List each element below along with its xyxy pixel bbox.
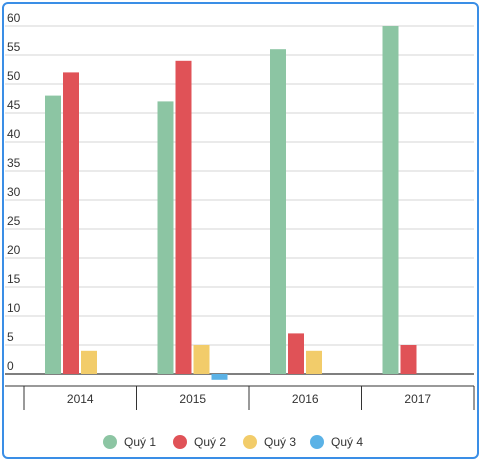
bar-quý-1-2014[interactable] — [45, 95, 61, 374]
legend-label: Quý 3 — [264, 435, 296, 449]
bar-quý-2-2015[interactable] — [175, 60, 192, 375]
y-tick-label: 20 — [7, 243, 21, 257]
legend-label: Quý 4 — [331, 435, 363, 449]
bar-quý-4-2015[interactable] — [211, 374, 228, 380]
y-tick-label: 40 — [7, 127, 21, 141]
y-tick-label: 55 — [7, 40, 21, 54]
legend[interactable]: Quý 1 Quý 2 Quý 3 Quý 4 — [103, 435, 363, 449]
legend-marker — [243, 435, 257, 449]
x-tick-label: 2017 — [404, 392, 431, 406]
y-tick-label: 60 — [7, 11, 21, 25]
y-tick-label: 0 — [7, 359, 14, 373]
y-axis-ticks: 0 5 10 15 20 25 30 35 40 45 50 55 60 — [7, 11, 21, 373]
bar-quý-1-2015[interactable] — [157, 101, 174, 375]
bar-quý-3-2015[interactable] — [193, 345, 210, 374]
legend-label: Quý 1 — [124, 435, 156, 449]
y-tick-label: 30 — [7, 185, 21, 199]
y-tick-label: 15 — [7, 272, 21, 286]
x-axis: 2014 2015 2016 2017 — [5, 385, 475, 410]
y-tick-label: 45 — [7, 98, 21, 112]
bars — [45, 26, 417, 380]
legend-item[interactable]: Quý 3 — [243, 435, 296, 449]
y-tick-label: 10 — [7, 301, 21, 315]
x-tick-label: 2016 — [292, 392, 319, 406]
legend-marker — [173, 435, 187, 449]
bar-quý-1-2017[interactable] — [382, 26, 399, 374]
x-tick-label: 2015 — [179, 392, 206, 406]
legend-marker — [310, 435, 324, 449]
y-tick-label: 35 — [7, 156, 21, 170]
chart-frame — [2, 2, 479, 459]
legend-item[interactable]: Quý 1 — [103, 435, 156, 449]
legend-marker — [103, 435, 117, 449]
legend-label: Quý 2 — [194, 435, 226, 449]
legend-item[interactable]: Quý 4 — [310, 435, 363, 449]
x-tick-label: 2014 — [67, 392, 94, 406]
bar-quý-2-2017[interactable] — [400, 345, 417, 374]
legend-item[interactable]: Quý 2 — [173, 435, 226, 449]
y-tick-label: 25 — [7, 214, 21, 228]
bar-quý-3-2016[interactable] — [306, 350, 322, 374]
bar-quý-1-2016[interactable] — [270, 49, 286, 374]
y-tick-label: 50 — [7, 69, 21, 83]
bar-quý-2-2014[interactable] — [63, 72, 79, 375]
bar-quý-3-2014[interactable] — [81, 350, 97, 374]
bar-quý-2-2016[interactable] — [288, 333, 304, 374]
y-tick-label: 5 — [7, 330, 14, 344]
